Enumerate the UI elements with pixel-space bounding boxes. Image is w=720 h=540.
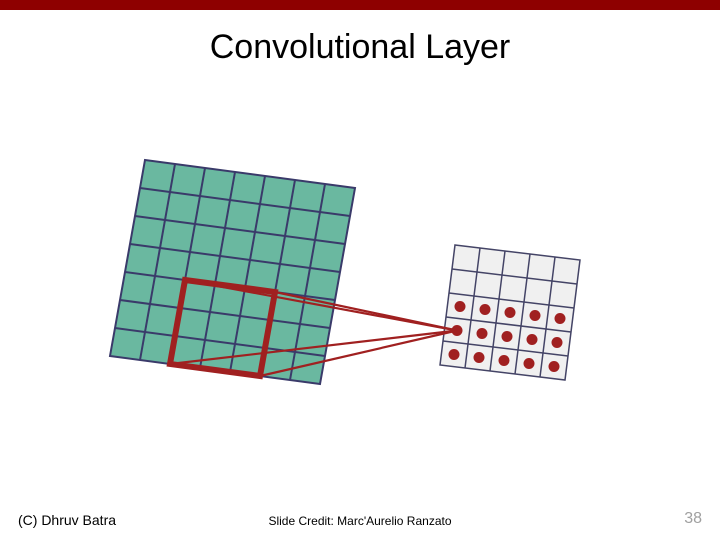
footer-page: 38 xyxy=(684,510,702,528)
page-title: Convolutional Layer xyxy=(0,28,720,67)
footer-credit: Slide Credit: Marc'Aurelio Ranzato xyxy=(0,514,720,528)
header-bar xyxy=(0,0,720,10)
conv-diagram xyxy=(0,90,720,470)
